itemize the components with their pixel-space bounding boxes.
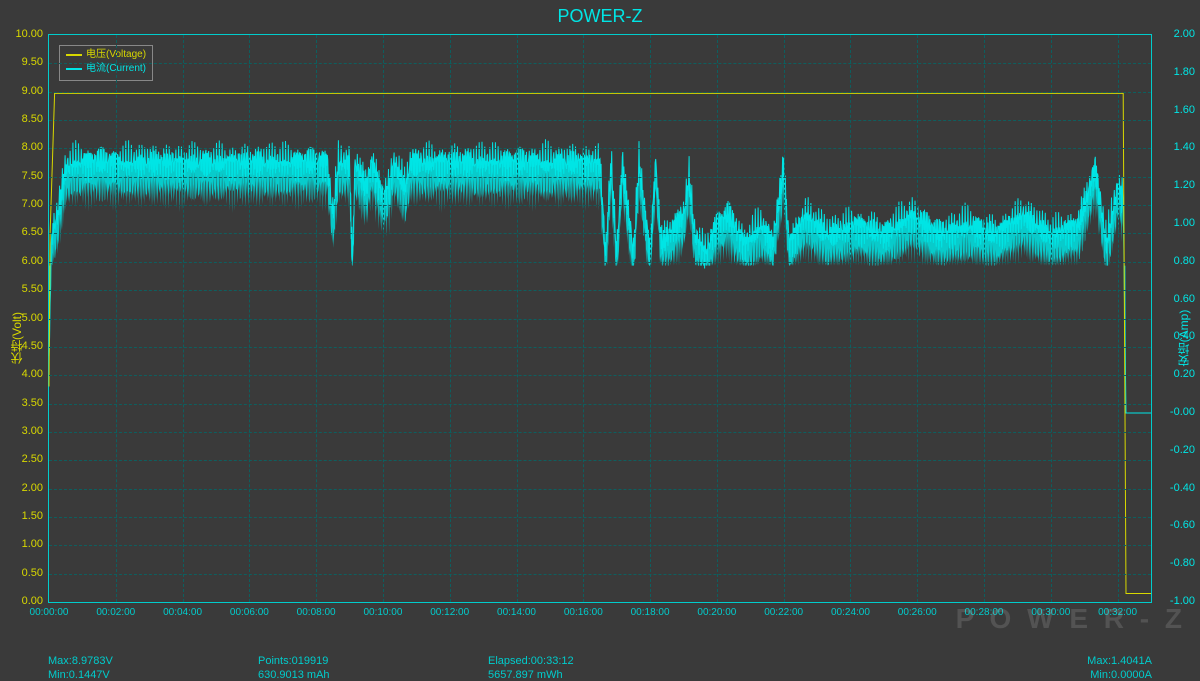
stat-voltage-min: Min:0.1447V (48, 669, 110, 681)
grid-line-h (49, 120, 1151, 121)
grid-line-h (49, 233, 1151, 234)
grid-line-v (316, 35, 317, 602)
grid-line-v (583, 35, 584, 602)
grid-line-h (49, 262, 1151, 263)
chart-plot-area: 电压(Voltage) 电流(Current) 0.000.501.001.50… (48, 34, 1152, 603)
ytick-left-label: 5.00 (3, 312, 43, 324)
grid-line-v (249, 35, 250, 602)
xtick-label: 00:06:00 (230, 607, 269, 618)
ytick-left-label: 8.00 (3, 141, 43, 153)
xtick-label: 00:26:00 (898, 607, 937, 618)
ytick-left-label: 4.00 (3, 368, 43, 380)
xtick-label: 00:00:00 (30, 607, 69, 618)
ytick-left-label: 3.00 (3, 425, 43, 437)
grid-line-h (49, 347, 1151, 348)
ytick-left-label: 7.50 (3, 170, 43, 182)
ytick-right-label: -0.80 (1170, 557, 1195, 569)
grid-line-v (383, 35, 384, 602)
ytick-left-label: 0.00 (3, 595, 43, 607)
ytick-left-label: 10.00 (3, 28, 43, 40)
ytick-left-label: 1.50 (3, 510, 43, 522)
stat-current-min: Min:0.0000A (1090, 669, 1152, 681)
xtick-label: 00:16:00 (564, 607, 603, 618)
ytick-left-label: 8.50 (3, 113, 43, 125)
ytick-left-label: 7.00 (3, 198, 43, 210)
ytick-right-label: 0.20 (1174, 368, 1195, 380)
grid-line-h (49, 460, 1151, 461)
xtick-label: 00:20:00 (697, 607, 736, 618)
stat-elapsed: Elapsed:00:33:12 (488, 655, 574, 667)
stat-current-max: Max:1.4041A (1087, 655, 1152, 667)
grid-line-h (49, 205, 1151, 206)
xtick-label: 00:24:00 (831, 607, 870, 618)
grid-line-h (49, 375, 1151, 376)
ytick-right-label: 2.00 (1174, 28, 1195, 40)
stat-mwh: 5657.897 mWh (488, 669, 563, 681)
grid-line-v (450, 35, 451, 602)
grid-line-v (1051, 35, 1052, 602)
xtick-label: 00:18:00 (631, 607, 670, 618)
grid-line-h (49, 92, 1151, 93)
grid-line-v (116, 35, 117, 602)
xtick-label: 00:14:00 (497, 607, 536, 618)
ytick-right-label: 0.40 (1174, 330, 1195, 342)
grid-line-h (49, 404, 1151, 405)
ytick-right-label: -0.40 (1170, 482, 1195, 494)
ytick-left-label: 4.50 (3, 340, 43, 352)
watermark: P O W E R - Z (956, 603, 1186, 635)
grid-line-v (650, 35, 651, 602)
grid-line-v (183, 35, 184, 602)
ytick-right-label: 0.60 (1174, 293, 1195, 305)
grid-line-h (49, 319, 1151, 320)
chart-title: POWER-Z (0, 6, 1200, 27)
grid-line-h (49, 290, 1151, 291)
grid-line-h (49, 574, 1151, 575)
ytick-left-label: 9.50 (3, 56, 43, 68)
ytick-right-label: 1.40 (1174, 141, 1195, 153)
xtick-label: 00:04:00 (163, 607, 202, 618)
ytick-left-label: 3.50 (3, 397, 43, 409)
ytick-right-label: 1.00 (1174, 217, 1195, 229)
ytick-right-label: 1.20 (1174, 179, 1195, 191)
grid-line-v (850, 35, 851, 602)
grid-line-h (49, 177, 1151, 178)
grid-line-h (49, 148, 1151, 149)
grid-line-h (49, 63, 1151, 64)
xtick-label: 00:22:00 (764, 607, 803, 618)
ytick-right-label: -0.60 (1170, 519, 1195, 531)
grid-line-v (917, 35, 918, 602)
grid-line-h (49, 432, 1151, 433)
stat-mah: 630.9013 mAh (258, 669, 330, 681)
ytick-right-label: 1.80 (1174, 66, 1195, 78)
ytick-left-label: 5.50 (3, 283, 43, 295)
grid-line-h (49, 517, 1151, 518)
xtick-label: 00:12:00 (430, 607, 469, 618)
ytick-left-label: 2.50 (3, 453, 43, 465)
ytick-right-label: -0.00 (1170, 406, 1195, 418)
ytick-left-label: 1.00 (3, 538, 43, 550)
ytick-left-label: 6.00 (3, 255, 43, 267)
series-current-fill (49, 139, 1151, 413)
grid-line-v (784, 35, 785, 602)
grid-line-v (1118, 35, 1119, 602)
grid-line-v (517, 35, 518, 602)
ytick-left-label: 2.00 (3, 482, 43, 494)
grid-line-v (984, 35, 985, 602)
xtick-label: 00:02:00 (96, 607, 135, 618)
grid-line-h (49, 545, 1151, 546)
xtick-label: 00:08:00 (297, 607, 336, 618)
ytick-left-label: 9.00 (3, 85, 43, 97)
ytick-left-label: 0.50 (3, 567, 43, 579)
ytick-left-label: 6.50 (3, 226, 43, 238)
ytick-right-label: -0.20 (1170, 444, 1195, 456)
xtick-label: 00:10:00 (363, 607, 402, 618)
stat-voltage-max: Max:8.9783V (48, 655, 113, 667)
ytick-right-label: 1.60 (1174, 104, 1195, 116)
grid-line-v (717, 35, 718, 602)
grid-line-h (49, 489, 1151, 490)
ytick-right-label: 0.80 (1174, 255, 1195, 267)
stat-points: Points:019919 (258, 655, 328, 667)
